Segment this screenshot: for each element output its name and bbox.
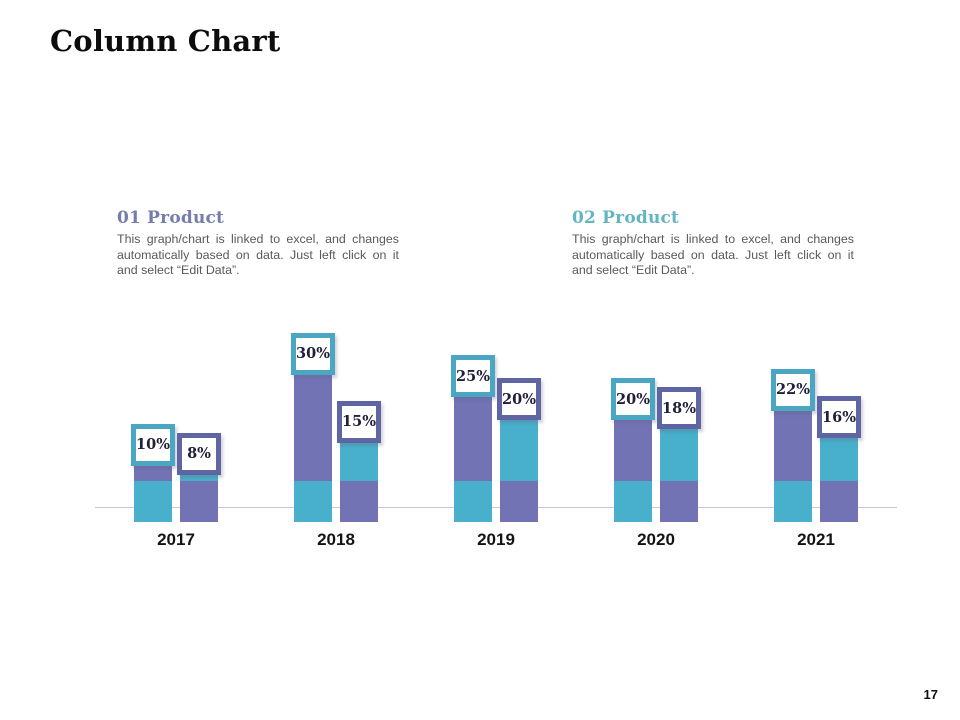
bar-base — [180, 480, 218, 522]
axis-label-2017: 2017 — [157, 530, 195, 549]
axis-label-2020: 2020 — [637, 530, 675, 549]
axis-label-2019: 2019 — [477, 530, 515, 549]
axis-line — [95, 507, 897, 508]
product-02-block: 02 Product This graph/chart is linked to… — [572, 208, 854, 279]
bar-base — [340, 481, 378, 522]
value-label-2019-product-02[interactable]: 20% — [497, 378, 541, 420]
page-number: 17 — [923, 687, 938, 702]
bar-base — [660, 480, 698, 522]
product-01-heading: 01 Product — [117, 208, 225, 228]
value-label-2021-product-02[interactable]: 16% — [817, 396, 861, 439]
column-chart[interactable]: 10% 8% 2017 30% 15% 2018 25% 20% 2019 20% 18% 2020 2… — [95, 300, 897, 560]
product-01-block: 01 Product This graph/chart is linked to… — [117, 208, 399, 279]
bar-base — [614, 481, 652, 522]
value-label-2021-product-01[interactable]: 22% — [771, 368, 815, 411]
value-label-2017-product-01[interactable]: 10% — [131, 423, 175, 466]
value-label-2020-product-02[interactable]: 18% — [657, 387, 701, 430]
bar-base — [134, 481, 172, 522]
bar-base — [500, 481, 538, 522]
product-02-heading: 02 Product — [572, 208, 680, 228]
page-title: Column Chart — [50, 24, 281, 58]
axis-label-2018: 2018 — [317, 530, 355, 549]
product-02-description: This graph/chart is linked to excel, and… — [572, 232, 854, 277]
value-label-2020-product-01[interactable]: 20% — [611, 378, 655, 420]
value-label-2018-product-02[interactable]: 15% — [337, 400, 381, 443]
bar-base — [820, 480, 858, 522]
product-01-description: This graph/chart is linked to excel, and… — [117, 232, 399, 277]
bar-base — [454, 481, 492, 522]
bar-base — [774, 480, 812, 522]
axis-label-2021: 2021 — [797, 530, 835, 549]
value-label-2017-product-02[interactable]: 8% — [177, 432, 221, 475]
bar-base — [294, 481, 332, 522]
value-label-2018-product-01[interactable]: 30% — [291, 332, 335, 375]
value-label-2019-product-01[interactable]: 25% — [451, 355, 495, 398]
